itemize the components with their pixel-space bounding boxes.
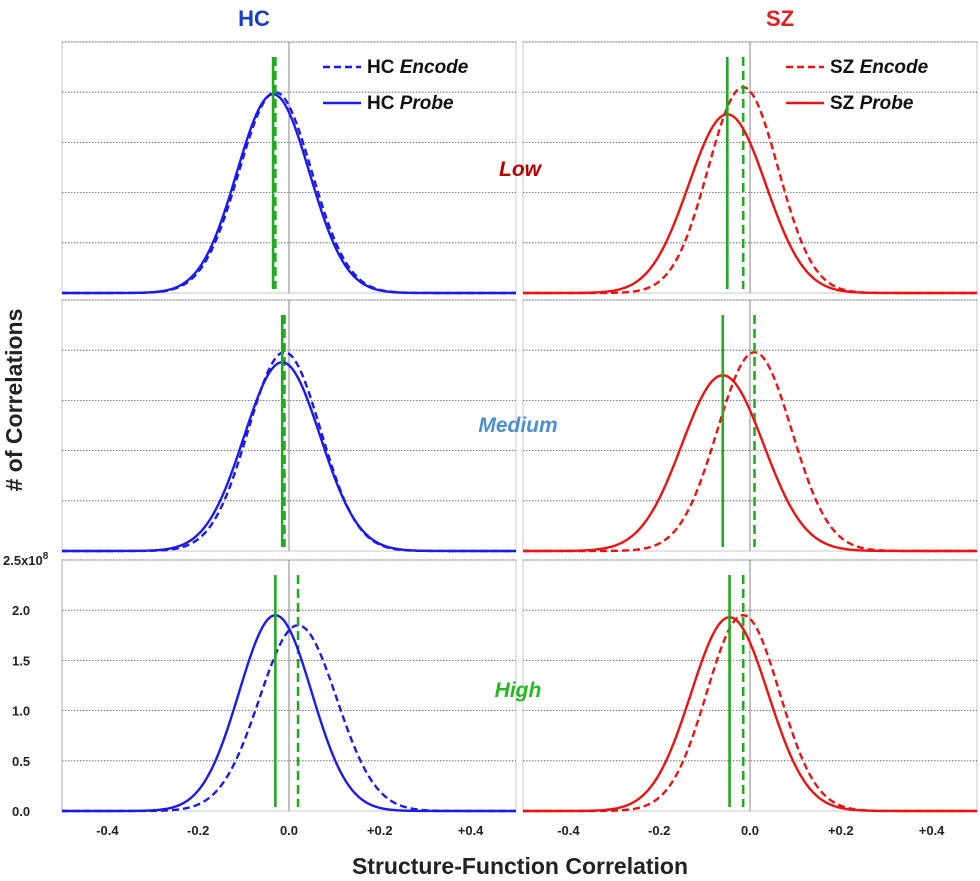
y-tick-exponent: 8 bbox=[43, 551, 49, 562]
y-axis-title: # of Correlations bbox=[1, 309, 27, 492]
curve-hc-probe-low bbox=[62, 93, 516, 295]
x-tick-label-sz: +0.4 bbox=[919, 823, 945, 838]
x-tick-label-hc: +0.4 bbox=[458, 823, 484, 838]
y-tick-label: 1.5 bbox=[12, 653, 30, 668]
legend-label-hc-probe: HC Probe bbox=[367, 93, 454, 114]
curve-hc-probe-medium bbox=[62, 361, 516, 553]
x-tick-label-hc: +0.2 bbox=[367, 823, 393, 838]
x-tick-label-hc: -0.4 bbox=[96, 823, 119, 838]
x-tick-label-sz: 0.0 bbox=[741, 823, 759, 838]
y-tick-label: 2.0 bbox=[12, 603, 30, 618]
x-tick-label-hc: -0.2 bbox=[187, 823, 209, 838]
condition-label-medium: Medium bbox=[478, 414, 557, 437]
column-title-hc: HC bbox=[238, 6, 270, 31]
column-title-sz: SZ bbox=[766, 6, 794, 31]
x-tick-label-sz: +0.2 bbox=[828, 823, 854, 838]
legend-label-hc-encode: HC Encode bbox=[367, 57, 469, 78]
y-tick-label: 0.0 bbox=[12, 804, 30, 819]
x-tick-label-sz: -0.4 bbox=[557, 823, 580, 838]
legend-label-sz-probe: SZ Probe bbox=[830, 93, 914, 114]
condition-label-high: High bbox=[495, 679, 542, 702]
x-tick-label-sz: -0.2 bbox=[648, 823, 670, 838]
curve-sz-probe-low bbox=[523, 113, 977, 295]
curve-sz-probe-high bbox=[523, 616, 977, 813]
y-tick-label: 0.5 bbox=[12, 754, 30, 769]
legend-label-sz-encode: SZ Encode bbox=[830, 57, 929, 78]
curve-sz-probe-medium bbox=[523, 374, 977, 553]
curve-hc-probe-high bbox=[62, 614, 516, 813]
y-tick-label: 2.5x108 bbox=[3, 551, 49, 568]
y-tick-label: 1.0 bbox=[12, 704, 30, 719]
x-axis-title: Structure-Function Correlation bbox=[352, 853, 688, 879]
condition-label-low: Low bbox=[499, 158, 543, 181]
x-tick-label-hc: 0.0 bbox=[280, 823, 298, 838]
